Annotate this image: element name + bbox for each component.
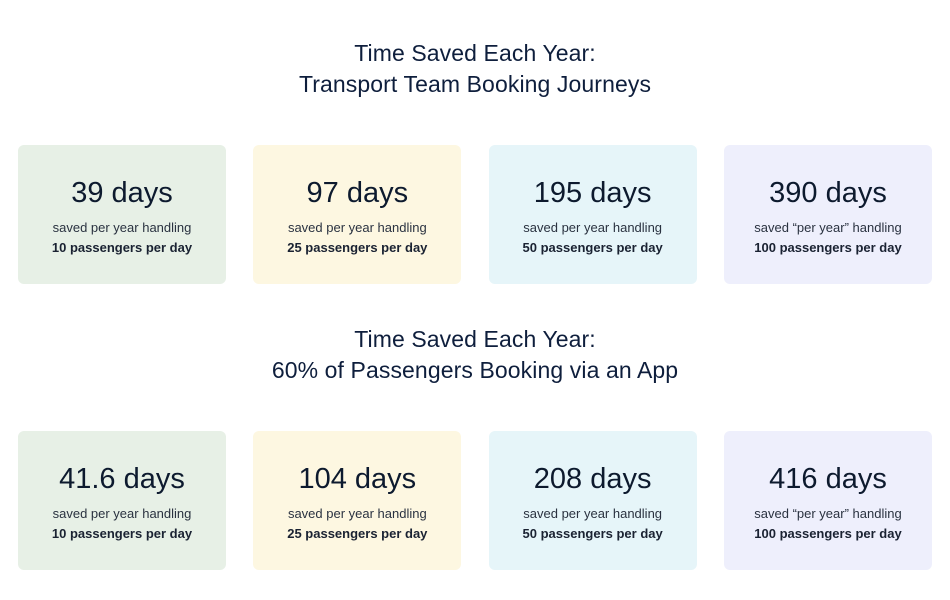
days-saved-value: 104 days [298, 463, 417, 495]
days-saved-value: 97 days [306, 177, 409, 209]
stat-card-10-passengers: 41.6 days saved per year handling 10 pas… [18, 431, 226, 570]
days-saved-caption: saved per year handling [523, 506, 663, 521]
days-saved-value: 208 days [533, 463, 652, 495]
stat-card-25-passengers: 104 days saved per year handling 25 pass… [253, 431, 462, 570]
passenger-volume: 50 passengers per day [522, 526, 663, 541]
section-1-cards: 39 days saved per year handling 10 passe… [18, 145, 932, 284]
section-1-title-line-1: Time Saved Each Year: [354, 40, 596, 66]
stat-card-10-passengers: 39 days saved per year handling 10 passe… [18, 145, 226, 284]
stat-card-50-passengers: 195 days saved per year handling 50 pass… [488, 145, 697, 284]
days-saved-value: 39 days [71, 177, 173, 209]
days-saved-caption: saved per year handling [523, 220, 663, 235]
days-saved-value: 390 days [769, 177, 887, 209]
stat-card-100-passengers: 416 days saved “per year” handling 100 p… [723, 431, 932, 570]
days-saved-value: 195 days [533, 177, 652, 209]
section-2-title: Time Saved Each Year: 60% of Passengers … [0, 324, 950, 386]
section-2-cards: 41.6 days saved per year handling 10 pas… [18, 431, 932, 570]
stat-card-50-passengers: 208 days saved per year handling 50 pass… [488, 431, 697, 570]
days-saved-caption: saved “per year” handling [754, 506, 902, 521]
days-saved-caption: saved per year handling [287, 220, 427, 235]
days-saved-caption: saved per year handling [52, 506, 192, 521]
passenger-volume: 25 passengers per day [287, 240, 428, 255]
days-saved-value: 41.6 days [59, 463, 185, 495]
passenger-volume: 100 passengers per day [754, 240, 902, 255]
section-2-title-line-1: Time Saved Each Year: [354, 326, 596, 352]
days-saved-caption: saved “per year” handling [754, 220, 902, 235]
days-saved-caption: saved per year handling [52, 220, 192, 235]
passenger-volume: 10 passengers per day [51, 240, 193, 255]
passenger-volume: 10 passengers per day [51, 526, 193, 541]
passenger-volume: 50 passengers per day [522, 240, 663, 255]
section-1-title: Time Saved Each Year: Transport Team Boo… [0, 38, 950, 100]
section-1-title-line-2: Transport Team Booking Journeys [298, 71, 652, 97]
passenger-volume: 25 passengers per day [287, 526, 428, 541]
stat-card-100-passengers: 390 days saved “per year” handling 100 p… [723, 145, 932, 284]
passenger-volume: 100 passengers per day [754, 526, 902, 541]
section-2-title-line-2: 60% of Passengers Booking via an App [271, 357, 679, 383]
days-saved-value: 416 days [769, 463, 887, 495]
days-saved-caption: saved per year handling [287, 506, 427, 521]
stat-card-25-passengers: 97 days saved per year handling 25 passe… [253, 145, 462, 284]
